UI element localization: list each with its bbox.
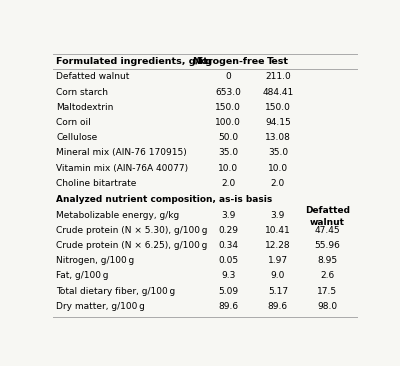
Text: Mineral mix (AIN-76 170915): Mineral mix (AIN-76 170915) — [56, 149, 187, 157]
Text: 2.0: 2.0 — [271, 179, 285, 188]
Text: 10.0: 10.0 — [218, 164, 238, 173]
Text: 13.08: 13.08 — [265, 133, 291, 142]
Text: Defatted walnut: Defatted walnut — [56, 72, 130, 81]
Text: 55.96: 55.96 — [314, 241, 340, 250]
Text: 1.97: 1.97 — [268, 256, 288, 265]
Text: 211.0: 211.0 — [265, 72, 291, 81]
Text: 3.9: 3.9 — [221, 210, 236, 220]
Text: 10.0: 10.0 — [268, 164, 288, 173]
Text: Fat, g/100 g: Fat, g/100 g — [56, 272, 109, 280]
Text: Analyzed nutrient composition, as-is basis: Analyzed nutrient composition, as-is bas… — [56, 195, 272, 204]
Text: 35.0: 35.0 — [268, 149, 288, 157]
Text: Formulated ingredients, g/kg: Formulated ingredients, g/kg — [56, 57, 212, 66]
Text: 0.34: 0.34 — [218, 241, 238, 250]
Text: 89.6: 89.6 — [218, 302, 238, 311]
Text: 12.28: 12.28 — [265, 241, 291, 250]
Text: 9.0: 9.0 — [271, 272, 285, 280]
Text: 50.0: 50.0 — [218, 133, 238, 142]
Text: 2.0: 2.0 — [221, 179, 235, 188]
Text: Crude protein (N × 5.30), g/100 g: Crude protein (N × 5.30), g/100 g — [56, 226, 208, 235]
Text: 98.0: 98.0 — [317, 302, 338, 311]
Text: Maltodextrin: Maltodextrin — [56, 103, 114, 112]
Text: 8.95: 8.95 — [317, 256, 338, 265]
Text: 150.0: 150.0 — [265, 103, 291, 112]
Text: Nitrogen, g/100 g: Nitrogen, g/100 g — [56, 256, 134, 265]
Text: 89.6: 89.6 — [268, 302, 288, 311]
Text: 10.41: 10.41 — [265, 226, 291, 235]
Text: 484.41: 484.41 — [262, 87, 294, 97]
Text: 5.09: 5.09 — [218, 287, 238, 296]
Text: Corn starch: Corn starch — [56, 87, 108, 97]
Text: 35.0: 35.0 — [218, 149, 238, 157]
Text: Nitrogen-free: Nitrogen-free — [192, 57, 264, 66]
Text: 3.9: 3.9 — [271, 210, 285, 220]
Text: 47.45: 47.45 — [315, 226, 340, 235]
Text: Cellulose: Cellulose — [56, 133, 98, 142]
Text: Corn oil: Corn oil — [56, 118, 91, 127]
Text: 653.0: 653.0 — [215, 87, 241, 97]
Text: Test: Test — [267, 57, 289, 66]
Text: 0.29: 0.29 — [218, 226, 238, 235]
Text: Defatted
walnut: Defatted walnut — [305, 206, 350, 227]
Text: Dry matter, g/100 g: Dry matter, g/100 g — [56, 302, 145, 311]
Text: Metabolizable energy, g/kg: Metabolizable energy, g/kg — [56, 210, 180, 220]
Text: 100.0: 100.0 — [215, 118, 241, 127]
Text: 9.3: 9.3 — [221, 272, 236, 280]
Text: Vitamin mix (AIN-76A 40077): Vitamin mix (AIN-76A 40077) — [56, 164, 188, 173]
Text: Total dietary fiber, g/100 g: Total dietary fiber, g/100 g — [56, 287, 176, 296]
Text: 2.6: 2.6 — [320, 272, 334, 280]
Text: Crude protein (N × 6.25), g/100 g: Crude protein (N × 6.25), g/100 g — [56, 241, 208, 250]
Text: 5.17: 5.17 — [268, 287, 288, 296]
Text: 0.05: 0.05 — [218, 256, 238, 265]
Text: Choline bitartrate: Choline bitartrate — [56, 179, 136, 188]
Text: 150.0: 150.0 — [215, 103, 241, 112]
Text: 0: 0 — [225, 72, 231, 81]
Text: 17.5: 17.5 — [317, 287, 338, 296]
Text: 94.15: 94.15 — [265, 118, 291, 127]
